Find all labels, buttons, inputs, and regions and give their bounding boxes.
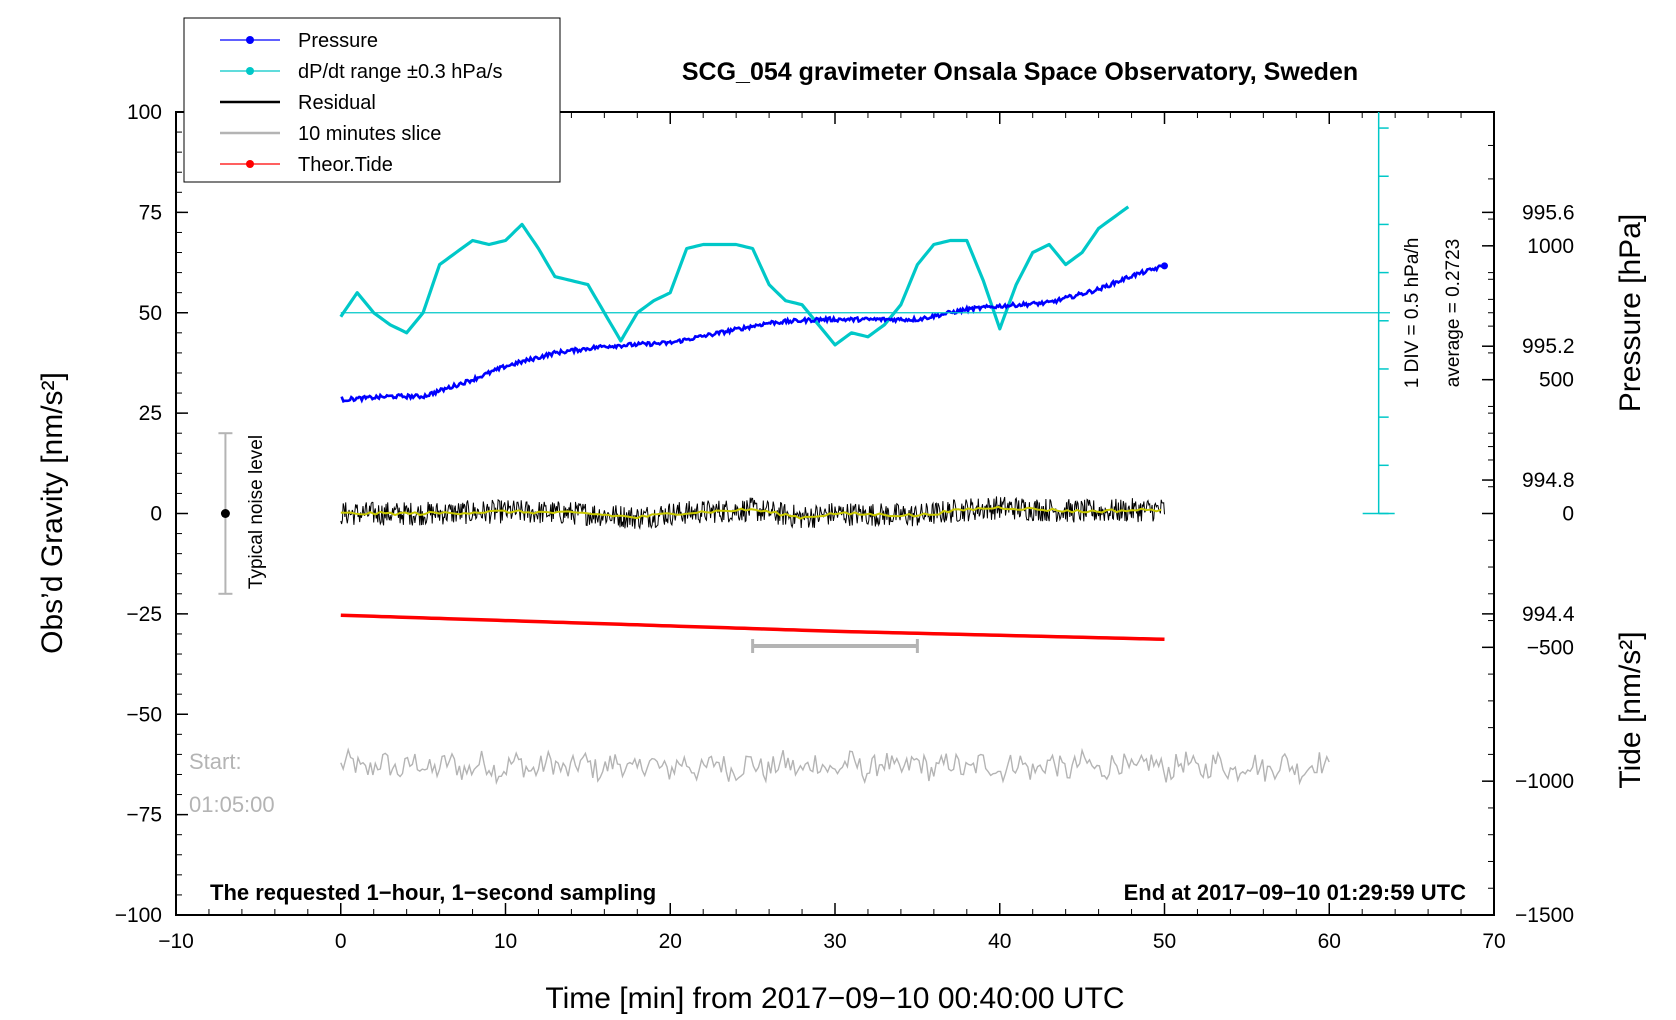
y-tick-label: −50 [126,703,162,726]
legend-marker [246,160,254,168]
y-tick-label: 100 [127,101,162,124]
pressure-average-label: average = 0.2723 [1443,239,1464,387]
series-pressure-endpoint [1161,262,1168,270]
pressure-axis-ticks: 994.4 994.8 995.2 995.6 [1482,144,1575,626]
start-time-label: 01:05:00 [189,792,275,817]
noise-level-label: Typical noise level [246,435,267,589]
series-layer [339,205,1330,786]
legend-marker [246,36,254,44]
series-dpdt-line [339,205,1130,347]
pressure-tick-label: 995.2 [1522,335,1575,358]
legend-box [183,17,561,183]
y-axis-title-tide: Tide [nm/s²] [1614,631,1647,788]
legend-marker [246,67,254,75]
series-residual-line [340,496,1165,530]
y-tick-label: 50 [139,302,162,325]
y-tick-label: −75 [126,804,162,827]
annotation-layer [218,112,1395,653]
series-residual-smoothed-line [340,505,1162,520]
y-tick-label: 75 [139,201,162,224]
x-tick-label: 50 [1153,930,1176,953]
end-time-note: End at 2017−09−10 01:29:59 UTC [1124,880,1467,905]
start-label: Start: [189,749,242,774]
legend: Pressure dP/dt range ±0.3 hPa/s Residual 10… [183,17,561,183]
tide-tick-label: −500 [1527,636,1574,659]
pressure-tick-label: 995.6 [1522,201,1575,224]
x-tick-label: 40 [988,930,1011,953]
pressure-tick-label: 994.4 [1522,603,1575,626]
sampling-note: The requested 1−hour, 1−second sampling [210,880,656,905]
x-tick-label: 10 [494,930,517,953]
legend-label: Pressure [298,30,378,52]
legend-label: 10 minutes slice [298,123,441,145]
chart-title: SCG_054 gravimeter Onsala Space Observat… [682,58,1358,86]
x-tick-label: −10 [158,930,194,953]
x-axis-ticks: −10 0 10 20 30 40 50 60 70 [158,903,1506,953]
y-axis-ticks: −100 −75 −50 −25 0 25 50 75 100 [115,101,188,927]
tide-tick-label: 0 [1562,503,1574,526]
x-tick-label: 20 [659,930,682,953]
y-tick-label: 25 [139,402,162,425]
x-tick-label: 0 [335,930,347,953]
y-axis-title-gravity: Obs’d Gravity [nm/s²] [36,372,69,654]
tide-tick-label: −1000 [1515,770,1574,793]
legend-label: dP/dt range ±0.3 hPa/s [298,61,502,83]
legend-label: Theor.Tide [298,154,393,176]
x-tick-label: 30 [823,930,846,953]
series-slice-line [340,747,1330,786]
tide-tick-label: −1500 [1515,904,1574,927]
x-axis-title: Time [min] from 2017−09−10 00:40:00 UTC [545,982,1124,1015]
tide-axis-ticks: −1500 −1000 −500 0 500 1000 [1482,218,1574,927]
series-pressure-line [340,264,1165,404]
pressure-scale-label: 1 DIV = 0.5 hPa/h [1402,238,1423,389]
x-tick-label: 70 [1482,930,1505,953]
tide-tick-label: 1000 [1527,235,1574,258]
y-tick-label: 0 [150,503,162,526]
y-axis-title-pressure: Pressure [hPa] [1614,214,1647,412]
x-tick-label: 60 [1318,930,1341,953]
tide-tick-label: 500 [1539,369,1574,392]
series-tide-line [340,613,1165,642]
legend-label: Residual [298,92,376,114]
y-tick-label: −25 [126,603,162,626]
noise-bar-center [220,509,230,518]
pressure-tick-label: 994.8 [1522,469,1575,492]
y-tick-label: −100 [115,904,162,927]
